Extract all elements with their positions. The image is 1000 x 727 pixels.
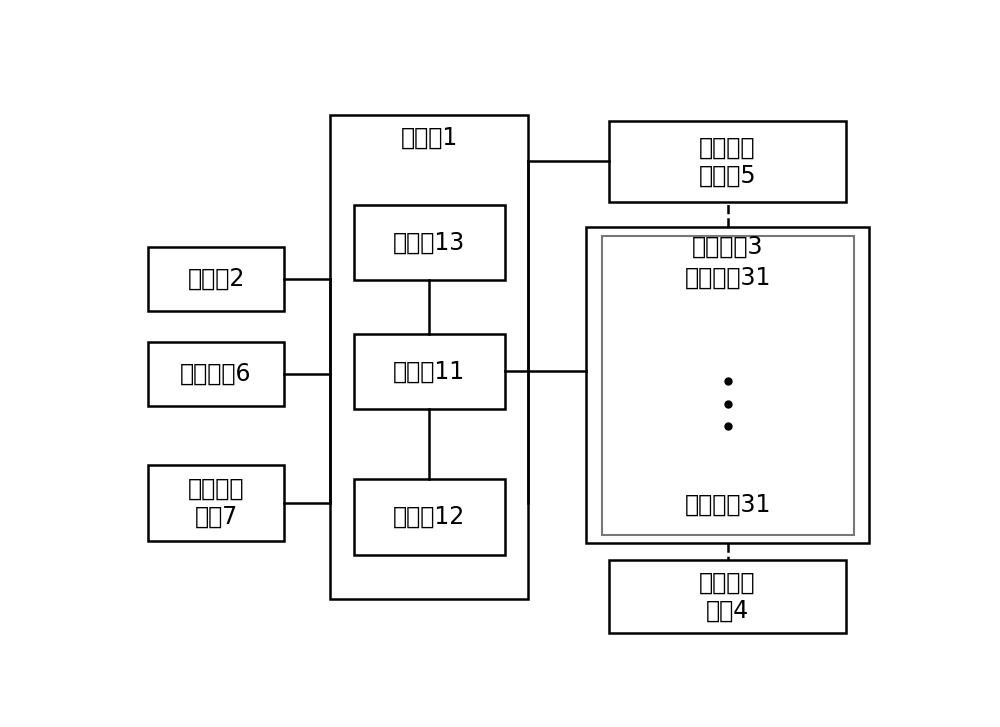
Text: 扩增检测
装置4: 扩增检测 装置4 xyxy=(699,571,756,622)
Text: 试剂槽位31: 试剂槽位31 xyxy=(685,265,771,289)
Bar xyxy=(609,561,846,633)
Bar xyxy=(354,479,505,555)
Text: 控制器1: 控制器1 xyxy=(401,126,458,150)
Bar xyxy=(354,205,505,281)
Text: 打印装置6: 打印装置6 xyxy=(180,362,252,386)
Text: 试剂槽位31: 试剂槽位31 xyxy=(685,492,771,516)
Text: 插槽底板3: 插槽底板3 xyxy=(692,235,763,259)
Bar xyxy=(354,334,505,409)
Text: 处理器11: 处理器11 xyxy=(393,359,465,383)
Text: 存储器12: 存储器12 xyxy=(393,505,465,529)
Bar xyxy=(148,465,284,541)
Bar xyxy=(148,342,284,406)
Bar xyxy=(148,246,284,311)
Bar xyxy=(586,228,869,544)
Text: 开关盖控
制装置5: 开关盖控 制装置5 xyxy=(699,135,756,188)
Bar xyxy=(602,236,854,535)
Text: 扫码器2: 扫码器2 xyxy=(187,267,245,291)
Text: 外设通信
装置7: 外设通信 装置7 xyxy=(188,477,244,529)
Bar xyxy=(609,121,846,202)
Bar xyxy=(330,116,528,600)
Text: 触控屏13: 触控屏13 xyxy=(393,230,465,254)
